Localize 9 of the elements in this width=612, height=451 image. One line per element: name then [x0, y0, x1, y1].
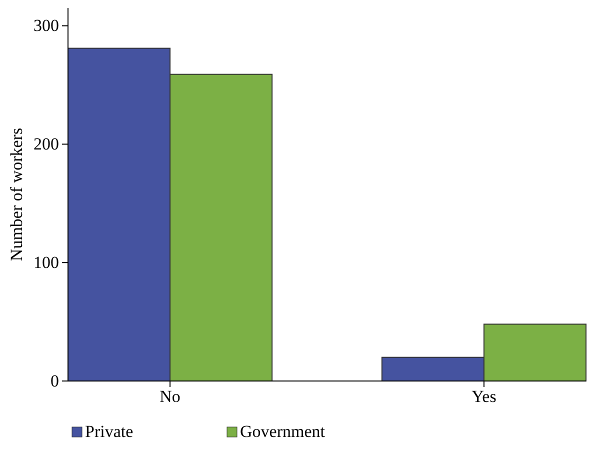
y-tick-label: 200: [34, 134, 59, 154]
legend-label: Government: [240, 422, 326, 441]
y-tick-label: 0: [50, 371, 59, 390]
legend-label: Private: [85, 422, 134, 441]
y-tick-label: 100: [34, 253, 59, 272]
x-tick-label: Yes: [472, 387, 496, 406]
y-axis-title: Number of workers: [7, 128, 26, 262]
y-tick-label: 300: [34, 16, 59, 36]
x-tick-label: No: [160, 387, 180, 406]
